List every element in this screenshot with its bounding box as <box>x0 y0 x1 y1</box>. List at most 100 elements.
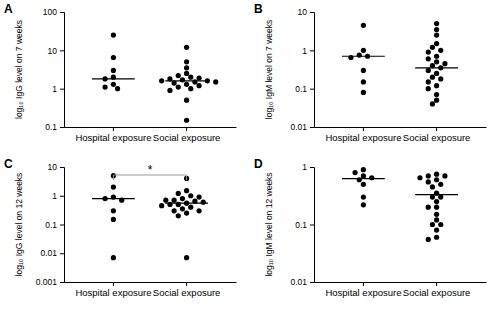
data-point <box>361 194 366 199</box>
y-tick: 10 <box>298 7 314 17</box>
x-tick: Hospital exposure <box>325 127 401 143</box>
y-tick-mark <box>60 225 64 226</box>
panel: C0.0010.010.1110Hospital exposureSocial … <box>4 157 237 298</box>
data-point <box>111 32 116 37</box>
plot-area: 0.01 0.1 1 Hospital exposureSocial exposure… <box>264 162 487 298</box>
data-point <box>426 79 431 84</box>
y-axis-line <box>310 168 315 283</box>
data-point <box>426 49 431 54</box>
data-point <box>434 32 439 37</box>
data-point <box>434 217 439 222</box>
data-point <box>361 68 366 73</box>
data-point <box>434 227 439 232</box>
data-point <box>102 84 107 89</box>
data-point <box>442 173 447 178</box>
data-point <box>176 202 181 207</box>
y-tick-mark <box>310 12 314 13</box>
data-point <box>176 191 181 196</box>
y-tick: 0.1 <box>45 122 64 132</box>
data-point <box>180 206 185 211</box>
y-tick-label: 0.001 <box>36 277 58 287</box>
data-point <box>361 23 366 28</box>
y-tick-mark <box>60 196 64 197</box>
data-point <box>111 208 116 213</box>
data-point <box>184 210 189 215</box>
data-point <box>111 68 116 73</box>
data-point <box>196 83 201 88</box>
data-point <box>434 54 439 59</box>
data-point <box>361 48 366 53</box>
y-tick: 0.1 <box>45 220 64 230</box>
data-point <box>184 45 189 50</box>
x-axis: Hospital exposureSocial exposure <box>315 127 487 143</box>
y-tick-mark <box>60 50 64 51</box>
x-axis: Hospital exposureSocial exposure <box>315 282 487 298</box>
data-point <box>159 78 164 83</box>
marks <box>342 21 458 107</box>
y-axis-title: log₁₀ IgM level on 7 weeks <box>264 20 274 119</box>
y-tick: 100 <box>43 7 64 17</box>
median-line <box>92 78 135 79</box>
y-tick-label: 100 <box>43 7 57 17</box>
data-point <box>188 205 193 210</box>
y-tick: 0.01 <box>290 277 314 287</box>
data-point <box>188 86 193 91</box>
y-tick-mark <box>60 253 64 254</box>
panel-title: C <box>4 157 13 171</box>
data-point <box>192 79 197 84</box>
y-tick-label: 0.1 <box>45 220 57 230</box>
y-tick: 0.1 <box>295 84 314 94</box>
panel-title: B <box>254 2 263 16</box>
data-point <box>361 79 366 84</box>
y-tick-label: 0.1 <box>295 220 307 230</box>
y-tick: 0.01 <box>40 248 64 258</box>
median-line <box>415 194 458 195</box>
y-tick-mark <box>60 282 64 283</box>
data-point <box>111 55 116 60</box>
y-tick-label: 0.01 <box>40 248 57 258</box>
panel: B0.010.1110Hospital exposureSocial expos… <box>254 2 487 143</box>
y-tick-mark <box>310 127 314 128</box>
data-point <box>426 179 431 184</box>
x-axis-line <box>315 127 487 128</box>
y-tick-label: 0.01 <box>290 277 307 287</box>
data-point <box>172 198 177 203</box>
panel: D0.010.11Hospital exposureSocial exposur… <box>254 157 487 298</box>
data-point <box>111 217 116 222</box>
y-tick-mark <box>60 127 64 128</box>
x-tick-mark <box>113 127 114 131</box>
data-point <box>434 27 439 32</box>
plot-area: 0.010.1110Hospital exposureSocial exposu… <box>264 7 487 143</box>
y-tick: 1 <box>302 162 314 172</box>
x-tick-mark <box>363 282 364 286</box>
data-point <box>111 255 116 260</box>
y-axis-line <box>60 13 65 128</box>
data-point <box>184 98 189 103</box>
data-point <box>438 76 443 81</box>
x-tick-label: Social exposure <box>153 287 221 298</box>
data-point <box>434 83 439 88</box>
y-tick-mark <box>310 225 314 226</box>
data-point <box>426 56 431 61</box>
x-tick-label: Social exposure <box>153 132 221 143</box>
y-tick: 1 <box>52 191 64 201</box>
x-tick-label: Hospital exposure <box>325 132 401 143</box>
data-point <box>196 208 201 213</box>
y-axis-title: log₁₀ IgG level on 12 weeks <box>14 173 24 277</box>
data-point <box>430 184 435 189</box>
y-tick-label: 1 <box>52 191 57 201</box>
data-point <box>434 205 439 210</box>
marks <box>92 173 208 260</box>
median-line <box>92 198 135 199</box>
y-tick-label: 10 <box>48 46 58 56</box>
data-point <box>176 84 181 89</box>
data-point <box>438 48 443 53</box>
plot-area: 0.1110100Hospital exposureSocial exposur… <box>14 7 237 143</box>
data-point <box>184 65 189 70</box>
data-point <box>184 59 189 64</box>
data-point <box>196 194 201 199</box>
x-tick-label: Hospital exposure <box>75 287 151 298</box>
data-point <box>361 90 366 95</box>
y-axis: 0.010.1110 <box>290 7 314 132</box>
y-tick: 0.01 <box>290 122 314 132</box>
